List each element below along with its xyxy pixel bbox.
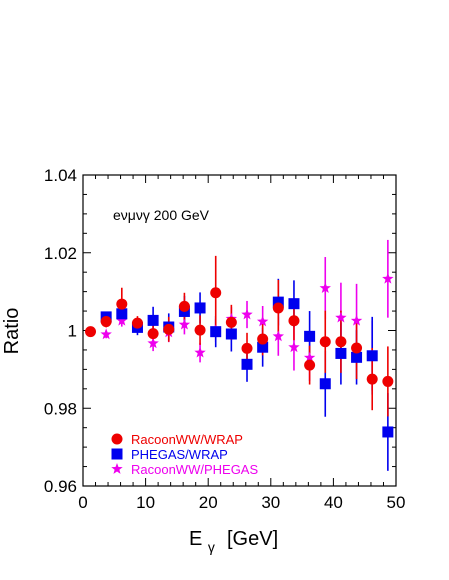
racoonww-phegas-point [319,282,331,293]
racoonww-wrap-point [382,375,394,387]
phegas-wrap-point [319,378,331,390]
racoonww-phegas-point [116,314,128,326]
x-axis-label-unit: [GeV] [227,528,278,550]
y-tick-label: 0.98 [44,399,77,418]
racoonww-wrap-point [210,287,222,299]
racoonww-wrap-point [241,342,253,354]
x-axis-label-main: E [189,528,202,550]
racoonww-wrap-point [351,342,363,354]
racoonww-phegas-point [335,311,347,323]
x-axis-label-subscript: γ [208,539,215,555]
racoonww-phegas-point [350,314,363,326]
axis-ticks [82,174,397,487]
legend-marker-racoonww-wrap [111,433,123,445]
racoonww-phegas-point [194,346,206,358]
racoonww-wrap-point [257,333,269,345]
racoonww-wrap-point [288,315,300,327]
x-tick-label: 10 [136,493,155,512]
racoonww-wrap-point [272,302,284,314]
phegas-wrap-point [382,426,394,438]
phegas-wrap-point [304,330,316,342]
racoonww-phegas-point [100,328,112,340]
racoonww-phegas-point [241,308,253,320]
phegas-wrap-point [351,351,363,363]
phegas-wrap-point [366,350,378,362]
racoonww-wrap-point [178,300,190,312]
legend-label-phegas-wrap: PHEGAS/WRAP [131,447,228,462]
legend-label-racoonww-wrap: RacoonWW/WRAP [131,432,243,447]
x-tick-label: 50 [387,493,406,512]
y-tick-label: 1 [68,322,77,341]
racoonww-phegas-point [178,318,191,330]
racoonww-phegas-point [303,351,316,363]
racoonww-phegas-point [147,337,159,349]
racoonww-phegas-point [288,341,300,353]
racoonww-wrap-point [163,323,175,335]
phegas-wrap-point [272,296,284,308]
phegas-wrap-point [335,347,347,359]
racoonww-wrap-point [319,336,331,348]
racoonww-wrap-point [100,316,112,328]
racoonww-phegas-point [272,330,285,342]
racoonww-wrap-point [85,326,97,338]
phegas-wrap-point [147,314,159,326]
racoonww-wrap-point [147,328,159,340]
phegas-wrap-point [194,302,206,314]
phegas-wrap-point [288,298,300,310]
y-axis-label: Ratio [1,308,23,355]
racoonww-wrap-point [116,298,128,310]
legend-marker-phegas-wrap [111,448,123,460]
legend-marker-racoonww-phegas [111,463,123,474]
data-markers [85,272,394,438]
chart-annotation: eνμνγ 200 GeV [113,207,210,223]
phegas-wrap-point [210,326,222,338]
tick-labels: 0 10 20 30 40 50 0.96 0.98 1 1.02 1.04 [44,166,406,512]
racoonww-wrap-point [131,317,143,329]
x-tick-label: 40 [324,493,343,512]
y-tick-label: 0.96 [44,477,77,496]
y-tick-label: 1.02 [44,244,77,263]
x-tick-label: 0 [78,493,87,512]
phegas-wrap-point [241,358,253,370]
racoonww-wrap-point [335,336,347,348]
racoonww-wrap-point [194,324,206,336]
y-tick-label: 1.04 [44,166,77,185]
phegas-wrap-point [225,328,237,340]
phegas-wrap-point [257,341,269,353]
x-tick-label: 20 [199,493,218,512]
legend-label-racoonww-phegas: RacoonWW/PHEGAS [131,462,258,477]
phegas-wrap-point [116,308,128,320]
racoonww-phegas-point [382,272,394,284]
racoonww-phegas-point [256,315,269,327]
x-axis-label: E γ [GeV] [189,528,278,557]
racoonww-wrap-point [304,359,316,371]
x-tick-label: 30 [261,493,280,512]
racoonww-wrap-point [225,316,237,328]
racoonww-wrap-point [366,373,378,385]
